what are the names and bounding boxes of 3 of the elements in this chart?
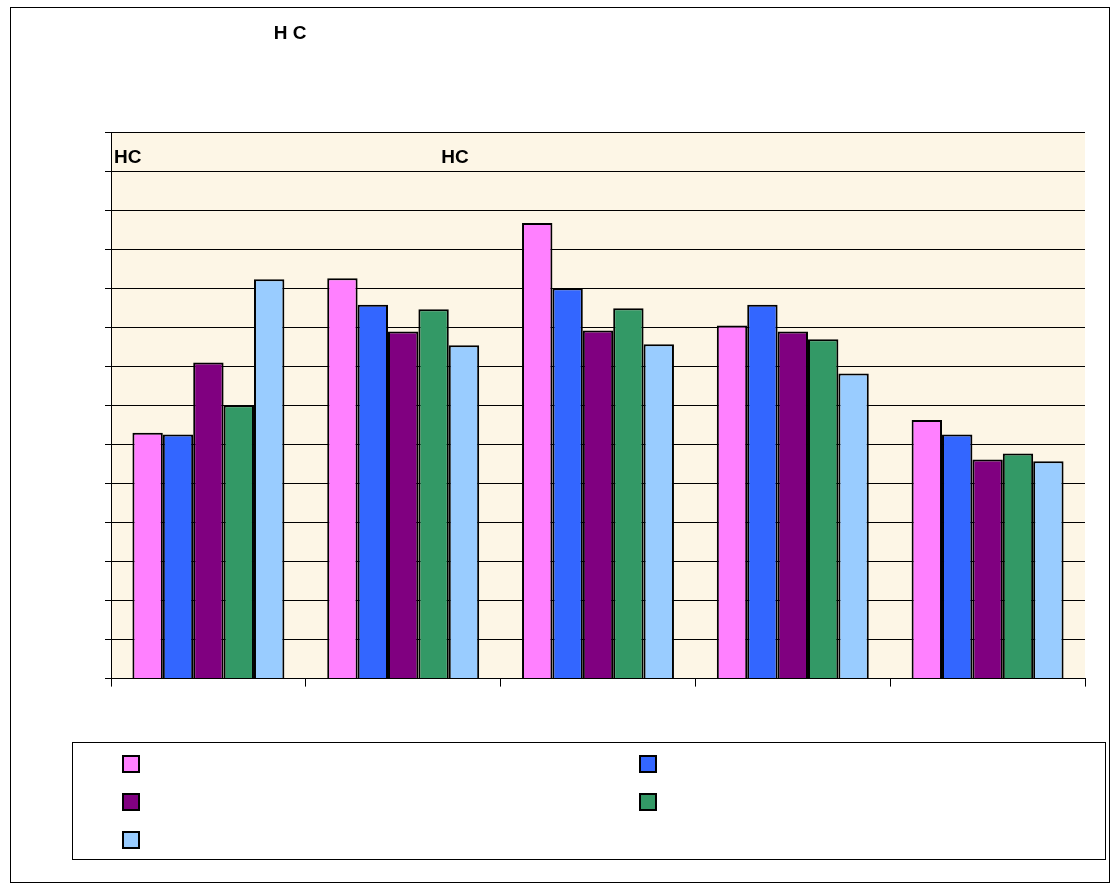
chart-title: H C: [272, 22, 308, 44]
text: HC: [114, 145, 142, 167]
text: HC: [441, 145, 469, 167]
